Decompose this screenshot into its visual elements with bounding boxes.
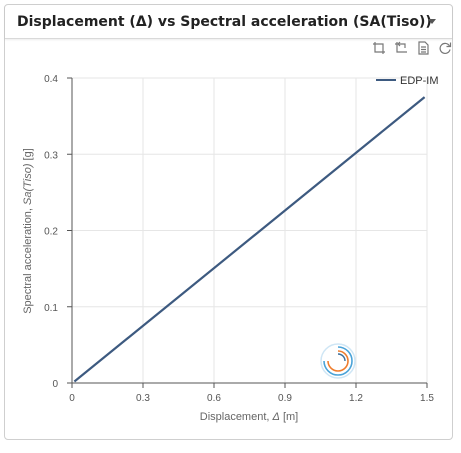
y-tick-label: 0.2 <box>44 227 58 238</box>
axes: 0 0.3 0.6 0.9 1.2 1.5 0 0.1 0.2 0.3 0.4 <box>44 74 434 404</box>
x-tick-label: 0.3 <box>136 393 150 404</box>
restore-icon[interactable] <box>437 40 453 56</box>
y-axis-label-unit: [g] <box>22 148 34 163</box>
data-view-icon[interactable] <box>415 40 431 56</box>
zoom-reset-icon[interactable] <box>393 40 409 56</box>
y-axis-label-symbol: Sa(Tiso) <box>22 163 34 205</box>
y-tick-label: 0 <box>52 379 58 390</box>
chart-toolbox <box>371 40 453 56</box>
chart-selector[interactable]: Displacement (Δ) vs Spectral acceleratio… <box>5 5 452 39</box>
zoom-icon[interactable] <box>371 40 387 56</box>
x-axis-label-symbol: Δ <box>272 411 280 423</box>
x-tick-label: 0 <box>69 393 75 404</box>
x-tick-label: 0.9 <box>278 393 292 404</box>
x-tick-label: 0.6 <box>207 393 221 404</box>
series-line[interactable] <box>73 96 426 383</box>
y-tick-label: 0.4 <box>44 74 58 85</box>
chart-title: Displacement (Δ) vs Spectral acceleratio… <box>17 13 432 30</box>
chevron-down-icon[interactable] <box>428 19 436 24</box>
legend-label: EDP-IM <box>400 75 439 87</box>
x-axis-label-unit: [m] <box>280 411 298 423</box>
chart-panel: Displacement (Δ) vs Spectral acceleratio… <box>4 4 453 440</box>
series <box>73 96 426 383</box>
y-tick-label: 0.1 <box>44 303 58 314</box>
x-axis-label: Displacement, Δ [m] <box>200 411 299 423</box>
loading-spinner-icon <box>320 343 356 379</box>
y-tick-label: 0.3 <box>44 150 58 161</box>
y-axis-label-prefix: Spectral acceleration, <box>22 205 34 314</box>
x-tick-label: 1.2 <box>349 393 363 404</box>
grid <box>72 77 428 383</box>
x-tick-label: 1.5 <box>420 393 434 404</box>
y-axis-label: Spectral acceleration, Sa(Tiso) [g] <box>22 148 34 314</box>
x-axis-label-prefix: Displacement, <box>200 411 273 423</box>
legend[interactable]: EDP-IM <box>376 75 439 87</box>
